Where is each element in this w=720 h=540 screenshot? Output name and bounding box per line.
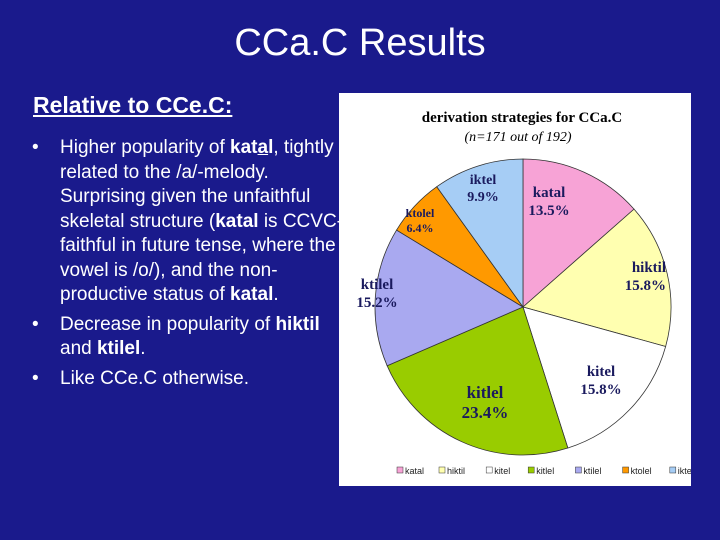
bullet-text: , tightly related to the /a/-melody. Sur…	[60, 137, 334, 232]
legend-label-kitlel: kitlel	[536, 466, 554, 476]
chart-subtitle: (n=171 out of 192)	[464, 130, 571, 145]
legend-swatch-hiktil	[438, 466, 446, 474]
legend-label-katal: katal	[405, 466, 424, 476]
katal-term: katal	[230, 284, 274, 305]
legend-swatch-iktel	[669, 466, 677, 474]
bullet-text: .	[273, 284, 279, 305]
legend-swatch-ktilel	[575, 466, 582, 474]
bullet-list: • Higher popularity of katal, tightly re…	[30, 136, 345, 396]
pie-chart-svg: derivation strategies for CCa.C (n=171 o…	[356, 110, 691, 476]
pie-slice-kitel	[522, 306, 667, 449]
pie-labels: katal 13.5% hiktil 15.8% kitel 15.8% kitlel23.…	[356, 173, 666, 422]
slice-label-katal: katal	[533, 185, 566, 201]
pie-chart: derivation strategies for CCa.C (n=171 o…	[339, 93, 691, 486]
ktilel-term: ktilel	[96, 338, 141, 359]
legend-swatch-kitel	[485, 466, 493, 474]
bullet-text: Decrease in popularity of	[60, 313, 276, 335]
katal-term-vowel: a	[257, 137, 269, 158]
bullet-text: Higher popularity of	[60, 137, 231, 158]
slice-value-iktel: 9.9%	[467, 190, 499, 205]
bullet-item-3: • Like CCe.C otherwise.	[30, 367, 345, 392]
bullet-item-2: • Decrease in popularity of hiktil and k…	[30, 313, 345, 362]
chart-legend: katal hiktil kitel kitlel ktilel ktolel iktel	[396, 466, 691, 476]
slice-value-hiktil: 15.8%	[625, 278, 666, 294]
katal-term: katal	[215, 210, 259, 232]
bullet-dot-icon: •	[32, 137, 39, 158]
legend-swatch-ktolel	[622, 466, 629, 474]
slice-label-hiktil: hiktil	[632, 260, 666, 276]
pie-slice-hiktil	[522, 208, 672, 347]
slice-label-ktolel: ktolel	[406, 206, 435, 220]
katal-term-part: kat	[230, 137, 258, 158]
slice-value-kitlel: 23.4%	[462, 403, 509, 422]
pie-slice-ktilel	[374, 229, 524, 367]
katal-term: katal	[230, 137, 273, 158]
slide-title: CCa.C Results	[234, 22, 486, 64]
subheading: Relative to CCe.C:	[33, 92, 233, 118]
legend-label-kitel: kitel	[494, 466, 510, 476]
bullet-item-1: • Higher popularity of katal, tightly re…	[30, 136, 345, 308]
hiktil-term: hiktil	[275, 313, 320, 335]
slice-value-ktilel: 15.2%	[356, 295, 397, 311]
bullet-text: .	[140, 338, 146, 359]
slice-value-ktolel: 6.4%	[407, 221, 434, 235]
bullet-text: is CCVC-faithful in future tense, where …	[60, 210, 343, 306]
bullet-dot-icon: •	[32, 367, 39, 389]
legend-label-hiktil: hiktil	[447, 466, 465, 476]
bullet-text: and	[60, 338, 97, 359]
slice-label-ktilel: ktilel	[361, 277, 394, 293]
pie-slices	[374, 158, 672, 456]
slice-label-iktel: iktel	[470, 173, 497, 188]
pie-slice-iktel	[436, 158, 524, 309]
chart-title: derivation strategies for CCa.C	[422, 110, 623, 126]
legend-swatch-kitlel	[527, 466, 535, 474]
slice-label-kitel: kitel	[587, 364, 615, 380]
slice-value-katal: 13.5%	[528, 203, 569, 219]
slice-value-kitel: 15.8%	[580, 382, 621, 398]
bullet-dot-icon: •	[32, 313, 39, 335]
slice-label-kitlel: kitlel	[467, 383, 504, 402]
pie-slice-kitlel	[386, 306, 569, 456]
bullet-text: Like CCe.C otherwise.	[60, 367, 250, 389]
legend-swatch-katal	[396, 466, 404, 474]
legend-label-ktolel: ktolel	[631, 466, 652, 476]
legend-label-iktel: iktel	[678, 466, 691, 476]
pie-slice-katal	[522, 158, 635, 308]
legend-label-ktilel: ktilel	[583, 466, 601, 476]
katal-term-part: l	[268, 137, 274, 158]
